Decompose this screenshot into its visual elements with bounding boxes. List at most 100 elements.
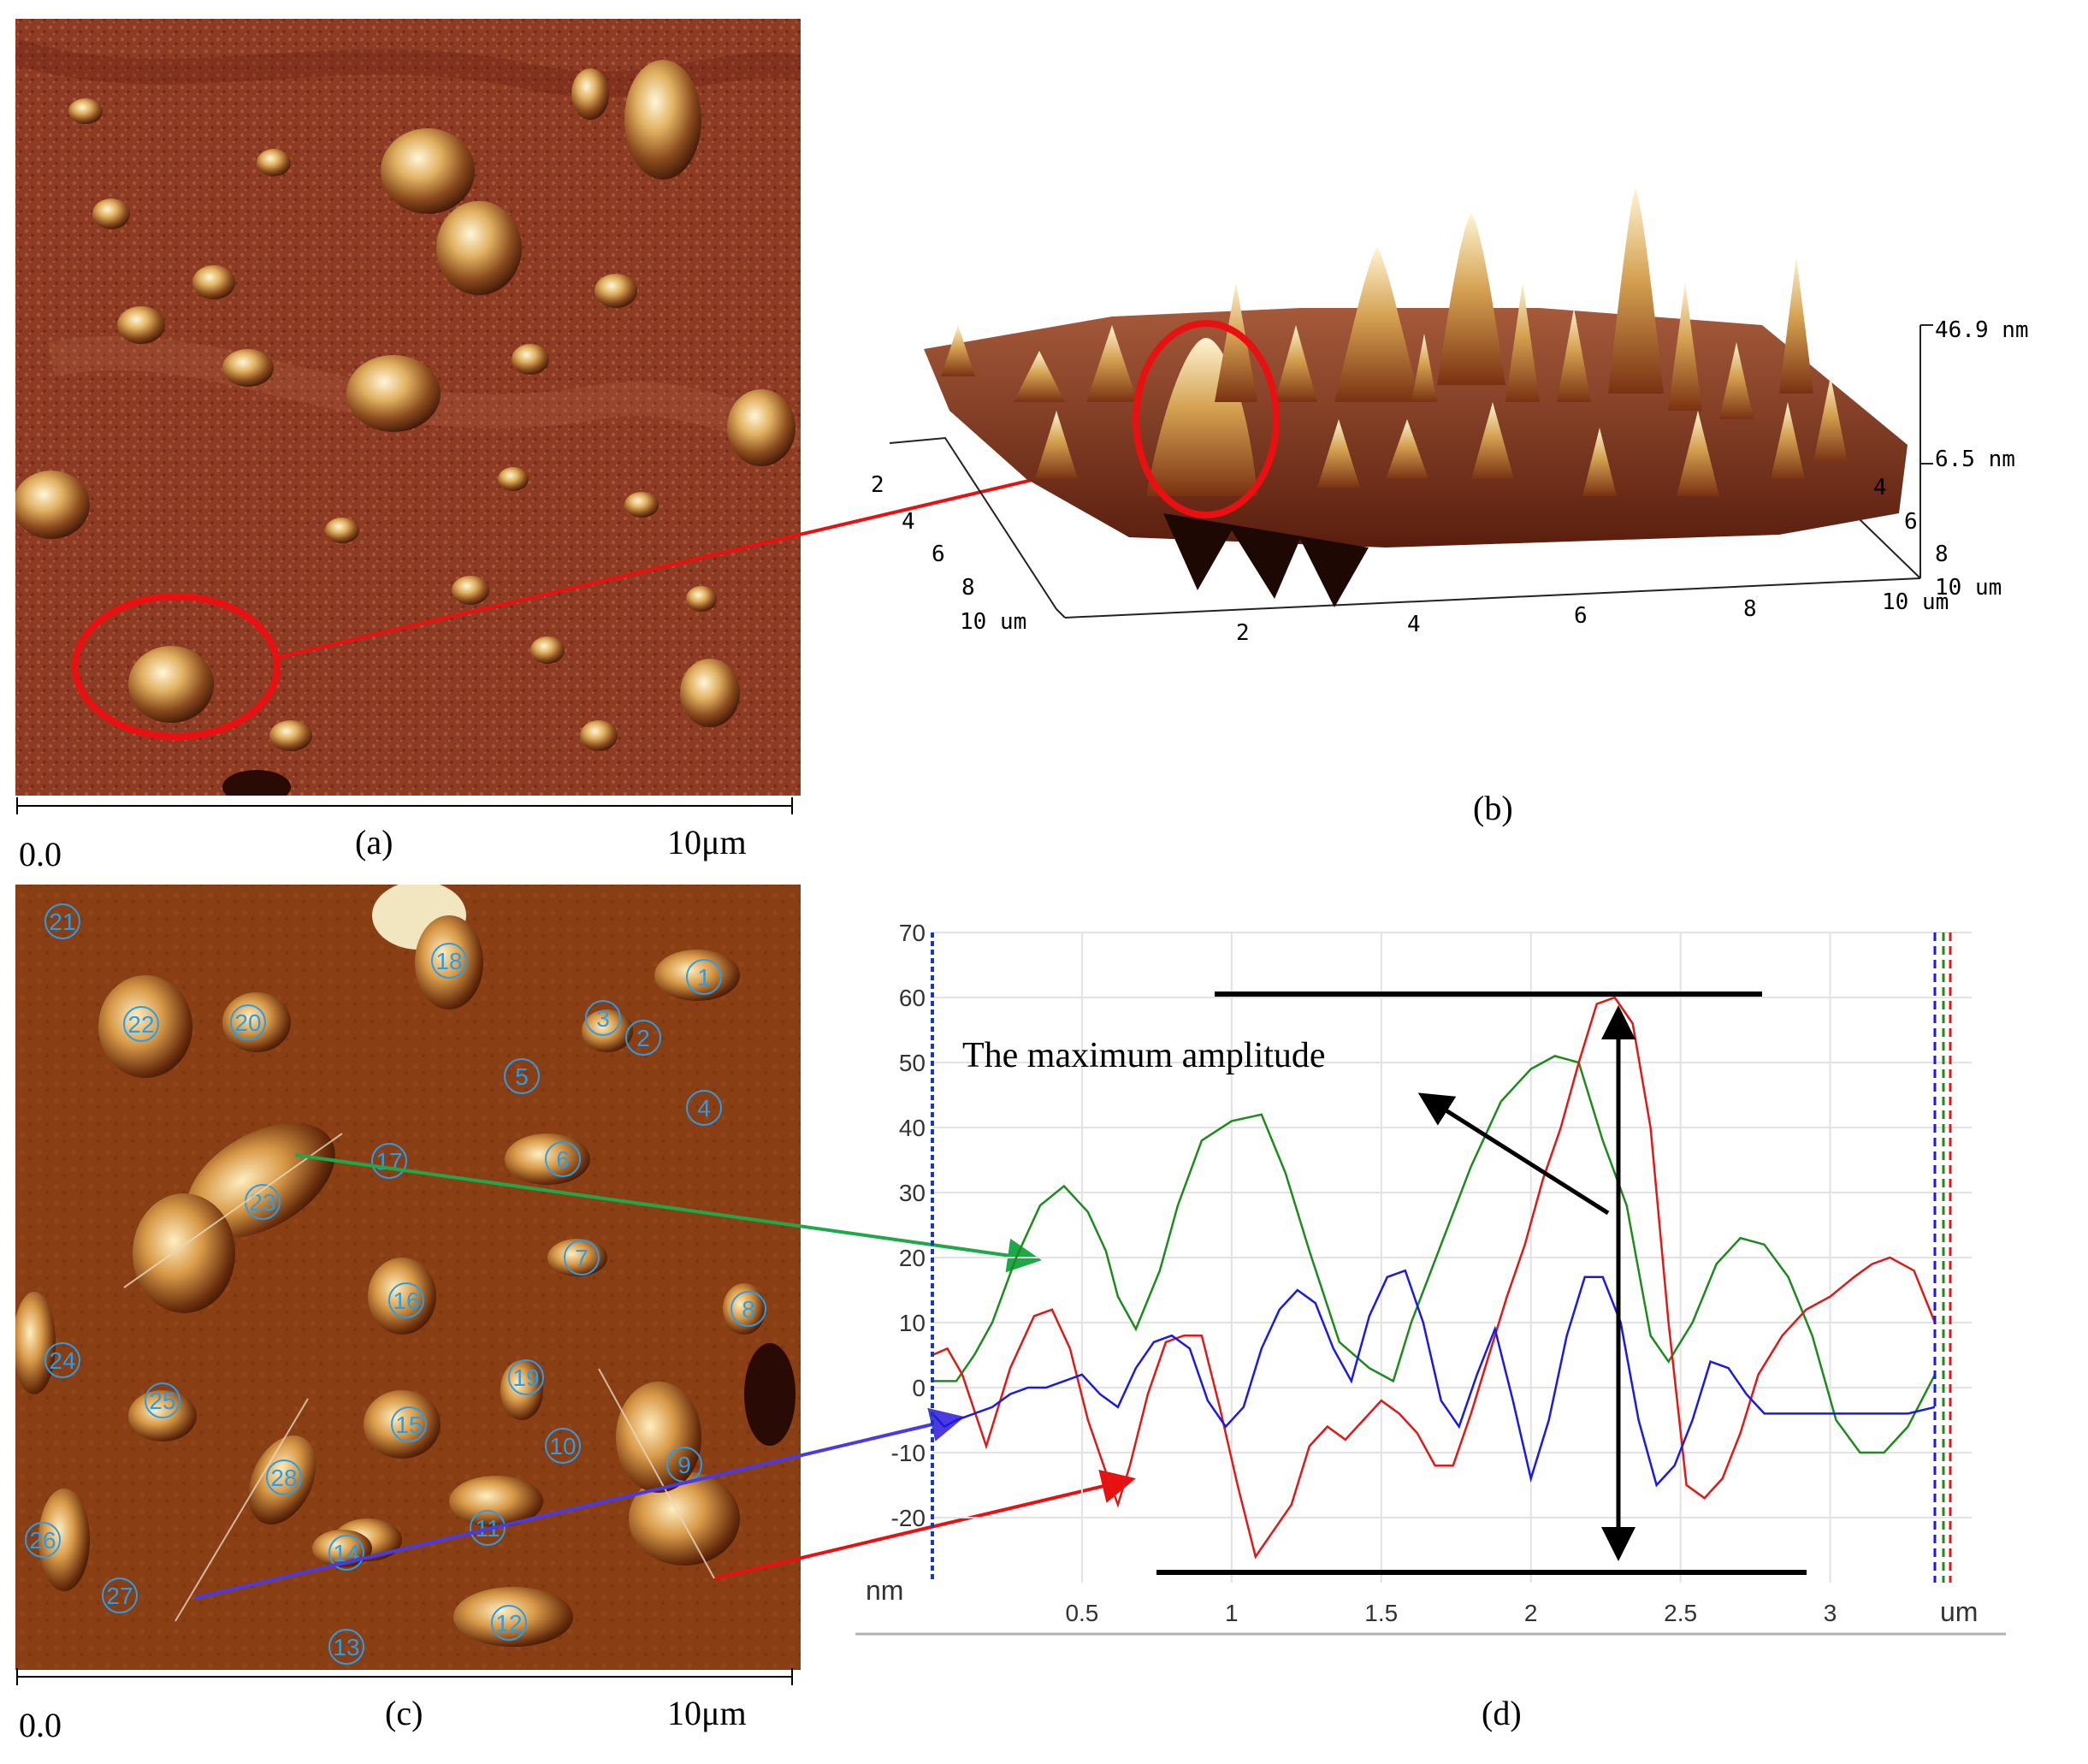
panel-b-y-tick: 2 [871,472,884,498]
panel-c-afm-image: 1 2 3 4 5 6 7 8 9 10 11 12 13 14 15 16 1… [15,885,801,1670]
panel-b-right-tick: 4 [1873,475,1887,500]
panel-b-z-max: 46.9 nm [1935,317,2029,343]
grain-label: 8 [731,1291,766,1327]
grain-label: 20 [230,1004,266,1040]
svg-text:9: 9 [677,1452,691,1478]
panel-a-label: (a) [355,823,393,861]
chart-x-tick-label: 1 [1225,1600,1239,1626]
chart-x-unit: um [1940,1596,1978,1627]
grain-label: 28 [266,1459,302,1495]
panel-b-x-tick: 6 [1574,603,1588,629]
panel-b-x-tick: 10 um [1882,589,1949,615]
grain-label: 22 [123,1006,159,1042]
panel-d-label: (d) [1482,1694,1522,1732]
panel-c-scale-end: 10μm [667,1694,747,1732]
arrow-blue-profile [194,1407,965,1600]
svg-text:23: 23 [249,1189,275,1216]
panel-b-3d-surface [889,188,1933,619]
svg-text:21: 21 [49,909,75,935]
arrow-red-profile [714,1469,1136,1580]
panel-b-z-mid: 6.5 nm [1935,447,2015,472]
grain-label: 17 [371,1143,407,1179]
grain-label: 15 [391,1406,427,1442]
chart-x-tick-label: 2 [1524,1600,1538,1626]
svg-text:5: 5 [515,1063,529,1090]
grain-label: 24 [44,1342,80,1378]
svg-text:10: 10 [549,1433,576,1459]
chart-y-tick-label: 70 [899,920,926,946]
chart-y-tick-label: 10 [899,1310,926,1336]
chart-series-blue [932,1269,1936,1488]
chart-grid [932,932,1972,1583]
chart-x-tick-label: 1.5 [1364,1600,1398,1626]
grain-label: 4 [686,1090,722,1126]
svg-text:7: 7 [575,1245,589,1271]
svg-text:4: 4 [697,1095,711,1122]
grain-label: 6 [545,1141,581,1177]
amplitude-annotation: The maximum amplitude [962,1036,1326,1075]
panel-b-label: (b) [1473,789,1513,827]
panel-b-right-tick: 8 [1935,542,1949,567]
grain-label: 7 [564,1240,600,1276]
grain-label: 2 [625,1020,661,1056]
panel-b-x-tick: 2 [1236,620,1250,646]
chart-y-tick-label: 40 [899,1115,926,1141]
chart-y-tick-label: 30 [899,1180,926,1206]
panel-c-grains [15,885,796,1647]
chart-y-tick-label: 20 [899,1245,926,1271]
chart-tick-labels: 70 60 50 40 30 20 10 0 -10 -20 0.5 1 1.5 2 2.5 3 [891,920,1837,1626]
grain-label: 26 [25,1522,61,1558]
panel-d-line-chart: 70 60 50 40 30 20 10 0 -10 -20 0.5 1 1.5 2 2.5 3 [891,920,1972,1626]
panel-b-right-tick: 6 [1904,509,1918,535]
panel-b-y-tick: 10 um [960,609,1026,635]
grain-label: 27 [102,1578,138,1613]
svg-text:15: 15 [395,1412,422,1438]
svg-text:12: 12 [495,1610,522,1637]
panel-b-x-tick: 4 [1407,612,1421,637]
chart-y-tick-label: 60 [899,985,926,1011]
panel-a-afm-image [15,19,801,796]
panel-a-surface-features [15,38,801,796]
panel-c-label: (c) [385,1694,423,1732]
grain-label: 1 [686,959,722,995]
grain-label: 5 [504,1058,540,1094]
chart-y-tick-label: 0 [912,1375,926,1401]
chart-x-tick-label: 0.5 [1065,1600,1098,1626]
svg-text:13: 13 [333,1634,359,1660]
svg-text:19: 19 [512,1364,539,1391]
panel-b-x-tick: 8 [1743,596,1757,622]
svg-text:3: 3 [596,1005,610,1032]
grain-label: 10 [545,1428,581,1464]
chart-y-unit: nm [866,1575,903,1606]
panel-b-y-tick: 6 [932,542,945,567]
svg-text:1: 1 [697,964,711,991]
svg-text:28: 28 [270,1465,297,1491]
chart-series-red [932,996,1937,1560]
arrow-green-profile [294,1153,1042,1273]
chart-y-tick-label: 50 [899,1050,926,1076]
svg-text:25: 25 [149,1388,175,1414]
svg-text:27: 27 [106,1583,133,1609]
chart-series [932,996,1937,1560]
svg-text:6: 6 [556,1146,570,1173]
panel-b-y-tick: 4 [902,509,915,535]
svg-text:16: 16 [393,1287,419,1314]
panel-a-scale-bar [16,797,793,814]
panel-a-scale-end: 10μm [667,823,747,861]
panel-b-y-tick: 8 [961,575,975,601]
chart-series-green [932,1055,1937,1454]
panel-a-scale-start: 0.0 [19,835,62,873]
grain-label: 21 [44,903,80,939]
grain-label: 12 [491,1605,527,1641]
chart-y-tick-label: -20 [891,1505,926,1531]
panel-b-highlight-ring [1133,320,1280,518]
panel-c-scale-bar [16,1668,793,1685]
chart-x-tick-label: 3 [1824,1600,1837,1626]
chart-y-tick-label: -10 [891,1440,926,1466]
panel-a-highlight-ring [72,593,281,740]
arrow-a-to-b [278,444,1145,659]
grain-label: 3 [585,1000,621,1036]
grain-label: 16 [388,1282,424,1318]
grain-label: 19 [508,1359,544,1395]
